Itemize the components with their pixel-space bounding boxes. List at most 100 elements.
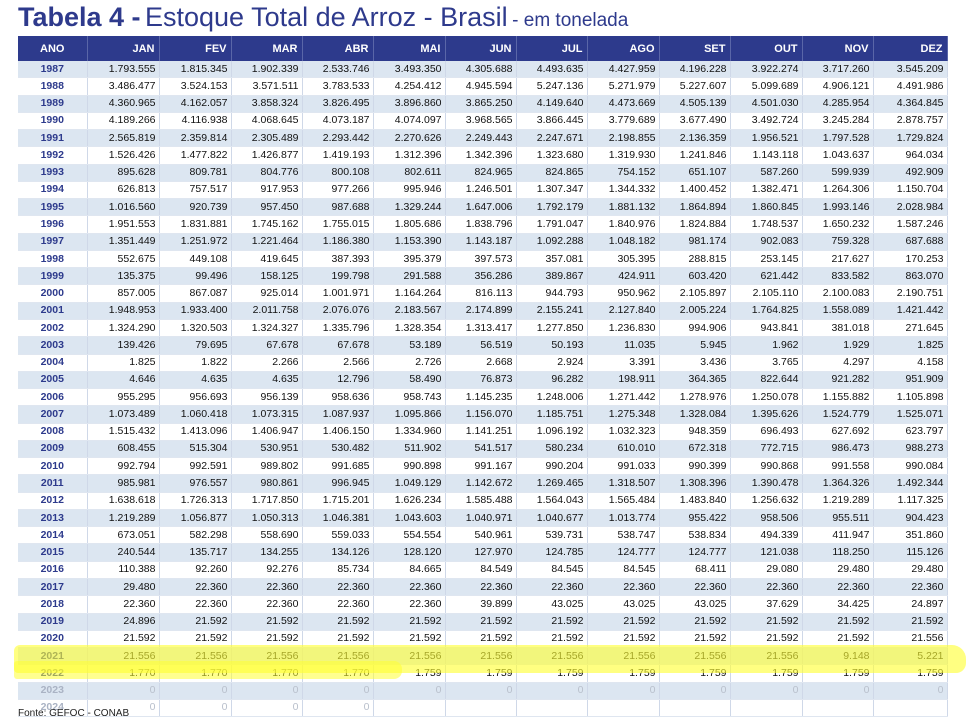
stock-cell: 1.271.442 [587,388,660,407]
stock-cell: 22.360 [802,578,874,597]
stock-cell: 12.796 [302,371,374,390]
stock-cell: 1.050.313 [231,509,303,528]
stock-cell: 1.825 [873,336,948,355]
table-row: 1989 4.360.965 4.162.057 3.858.324 3.826.495… [18,95,948,113]
stock-cell: 2.190.751 [873,284,948,303]
stock-cell: 0 [730,682,803,700]
stock-cell: 1.395.626 [730,405,803,424]
stock-cell: 39.899 [445,595,517,614]
stock-cell: 0 [802,682,874,700]
stock-cell: 917.953 [231,181,303,200]
stock-cell: 538.834 [659,526,731,545]
stock-cell: 1.755.015 [302,215,374,234]
stock-cell: 990.868 [730,457,803,476]
stock-cell: 950.962 [587,284,660,303]
stock-cell: 2.198.855 [587,129,660,148]
stock-cell: 1.526.426 [87,146,160,165]
stock-cell: 198.911 [587,371,660,390]
stock-cell: 21.592 [445,630,517,649]
stock-cell: 2.028.984 [873,198,948,217]
stock-cell: 925.014 [231,284,303,303]
stock-cell: 29.480 [87,578,160,597]
table-row: 2011 985.981 976.557 980.861 996.945 1.049.12… [18,474,948,493]
stock-cell: 955.295 [87,388,160,407]
stock-cell: 1.251.972 [159,233,232,251]
column-header-ago: AGO [587,36,660,61]
stock-cell: 2.076.076 [302,302,374,320]
stock-cell: 199.798 [302,267,374,286]
stock-cell: 134.255 [231,543,303,562]
stock-cell: 1.860.845 [730,198,803,217]
stock-cell: 134.126 [302,543,374,562]
table-row: 1995 1.016.560 920.739 957.450 987.688 1.329.… [18,198,948,217]
stock-cell: 4.493.635 [516,61,588,79]
stock-cell: 1.048.182 [587,233,660,251]
stock-cell: 599.939 [802,164,874,182]
stock-cell: 1.838.796 [445,215,517,234]
stock-cell: 4.491.986 [873,77,948,96]
stock-cell: 608.455 [87,440,160,459]
stock-cell: 135.717 [159,543,232,562]
stock-cell: 867.087 [159,284,232,303]
stock-cell: 1.390.478 [730,474,803,493]
table-row: 2004 1.825 1.822 2.266 2.566 2.726 2.668 2.924 3… [18,354,948,372]
year-cell: 2004 [18,354,88,372]
stock-cell: 0 [445,682,517,700]
stock-cell: 2.247.671 [516,129,588,148]
stock-cell: 4.473.669 [587,95,660,113]
stock-cell: 305.395 [587,250,660,269]
stock-cell: 1.565.484 [587,492,660,510]
stock-cell: 2.155.241 [516,302,588,320]
stock-cell: 603.420 [659,267,731,286]
stock-cell: 1.043.637 [802,146,874,165]
stock-cell: 291.588 [373,267,446,286]
stock-cell: 4.501.030 [730,95,803,113]
stock-cell: 1.426.877 [231,146,303,165]
stock-cell: 2.565.819 [87,129,160,148]
column-header-ano: ANO [18,36,88,61]
stock-cell: 419.645 [231,250,303,269]
table-row: 2019 24.896 21.592 21.592 21.592 21.592 21.592… [18,613,948,631]
year-cell: 2003 [18,336,88,355]
stock-cell: 85.734 [302,561,374,579]
stock-cell: 824.965 [445,164,517,182]
stock-cell: 3.896.860 [373,95,446,113]
stock-cell: 540.961 [445,526,517,545]
table-row: 1997 1.351.449 1.251.972 1.221.464 1.186.380… [18,233,948,251]
stock-cell: 240.544 [87,543,160,562]
stock-cell: 0 [159,699,232,718]
stock-cell: 4.646 [87,371,160,390]
stock-cell: 411.947 [802,526,874,545]
stock-cell: 1.406.150 [302,423,374,441]
stock-cell: 1.717.850 [231,492,303,510]
stock-cell: 21.592 [302,613,374,631]
stock-cell: 538.747 [587,526,660,545]
stock-cell: 990.399 [659,457,731,476]
table-row: 1993 895.628 809.781 804.776 800.108 802.611 8… [18,164,948,182]
stock-cell: 1.150.704 [873,181,948,200]
stock-cell: 3.524.153 [159,77,232,96]
stock-cell: 1.219.289 [802,492,874,510]
stock-cell: 1.822 [159,354,232,372]
stock-cell: 1.421.442 [873,302,948,320]
stock-cell: 21.592 [159,613,232,631]
stock-cell: 1.933.400 [159,302,232,320]
stock-cell: 1.142.672 [445,474,517,493]
stock-cell: 4.196.228 [659,61,731,79]
column-header-jul: JUL [516,36,588,61]
stock-cell: 22.360 [373,595,446,614]
year-cell: 2010 [18,457,88,476]
table-row: 2020 21.592 21.592 21.592 21.592 21.592 21.592… [18,630,948,649]
stock-cell: 139.426 [87,336,160,355]
stock-cell: 1.351.449 [87,233,160,251]
year-cell: 2012 [18,492,88,510]
stock-cell: 1.073.315 [231,405,303,424]
stock-cell: 84.545 [587,561,660,579]
stock-cell: 115.126 [873,543,948,562]
stock-cell: 804.776 [231,164,303,182]
stock-cell: 364.365 [659,371,731,390]
year-cell: 2013 [18,509,88,528]
stock-cell: 757.517 [159,181,232,200]
stock-cell: 948.359 [659,423,731,441]
stock-cell: 991.033 [587,457,660,476]
